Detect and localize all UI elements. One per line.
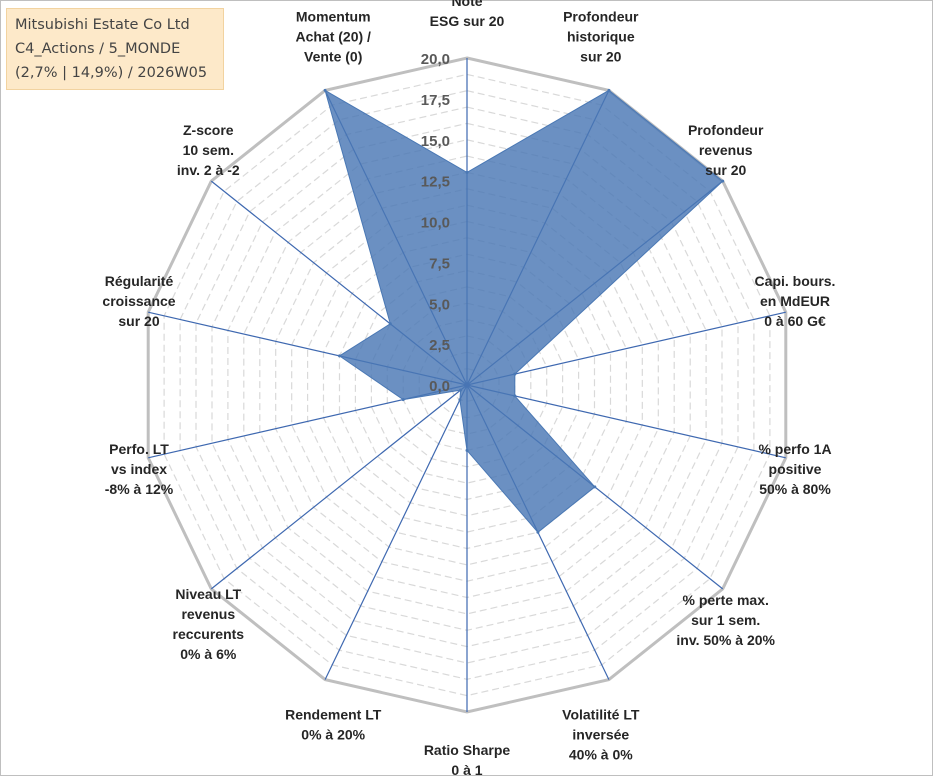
axis-label: Note	[451, 0, 482, 9]
info-category: C4_Actions / 5_MONDE	[15, 41, 181, 57]
tick-label: 7,5	[429, 255, 450, 272]
axis-label: reccurents	[173, 626, 245, 642]
axis-label-group: Profondeur revenus sur 20	[688, 122, 764, 178]
axis-label: vs index	[111, 461, 167, 477]
series-point	[513, 372, 517, 376]
axis-label: sur 20	[580, 49, 621, 65]
axis-label: positive	[769, 461, 822, 477]
series-point	[721, 179, 725, 183]
axis-label: 0 à 60 G€	[764, 313, 826, 329]
axis-label-group: Ratio Sharpe 0 à 1	[424, 742, 511, 776]
axis-label: revenus	[699, 142, 753, 158]
axis-label: revenus	[181, 606, 235, 622]
grid-ring	[195, 106, 739, 664]
axis-label: Profondeur	[563, 9, 639, 25]
axis-label: Ratio Sharpe	[424, 742, 511, 758]
radar-spoke	[466, 311, 786, 386]
tick-label: 12,5	[421, 174, 450, 191]
series-point	[338, 354, 341, 358]
axis-label: Vente (0)	[304, 49, 362, 65]
grid-ring	[322, 237, 612, 533]
series-point	[459, 388, 463, 392]
axis-label-group: Z-score 10 sem. inv. 2 à -2	[177, 122, 240, 178]
grid-ring	[243, 155, 691, 615]
axis-label: inversée	[572, 726, 629, 742]
axis-label: Perfo. LT	[109, 441, 169, 457]
axis-label: 50% à 80%	[759, 481, 831, 497]
axis-label: sur 20	[705, 162, 746, 178]
axis-label-group: Profondeur historique sur 20	[563, 9, 639, 65]
grid-ring	[163, 73, 771, 697]
tick-label: 2,5	[429, 337, 450, 354]
axis-label: 40% à 0%	[569, 746, 633, 762]
radar-tick-labels: 0,0 2,5 5,0 7,5 10,0 12,5 15,0 17,5 20,0	[421, 51, 450, 395]
series-point	[607, 88, 611, 92]
axis-label: 10 sem.	[183, 142, 234, 158]
radar-spoke	[324, 384, 468, 680]
axis-label: sur 20	[118, 313, 159, 329]
tick-label: 15,0	[421, 133, 450, 150]
info-box: Mitsubishi Estate Co Ltd C4_Actions / 5_…	[6, 8, 224, 90]
axis-label: % perte max.	[683, 592, 769, 608]
tick-label: 5,0	[429, 296, 450, 313]
axis-label: Volatilité LT	[562, 706, 640, 722]
series-point	[593, 485, 597, 489]
series-point	[458, 398, 462, 402]
axis-label: inv. 50% à 20%	[676, 632, 775, 648]
axis-label: inv. 2 à -2	[177, 162, 240, 178]
axis-label: Capi. bours.	[755, 273, 836, 289]
series-point	[401, 398, 405, 402]
axis-label: Rendement LT	[285, 706, 382, 722]
axis-label: historique	[567, 29, 635, 45]
axis-label: sur 1 sem.	[691, 612, 760, 628]
axis-label: Z-score	[183, 122, 234, 138]
axis-label-group: Niveau LT revenus reccurents 0% à 6%	[173, 586, 245, 662]
axis-label: Achat (20) /	[295, 29, 371, 45]
radar-series	[323, 88, 725, 534]
axis-label-group: Rendement LT 0% à 20%	[285, 706, 382, 742]
axis-label: 0% à 6%	[180, 646, 237, 662]
tick-label: 20,0	[421, 51, 450, 68]
series-point	[323, 88, 327, 92]
axis-label: % perfo 1A	[758, 441, 831, 457]
info-stats: (2,7% | 14,9%) / 2026W05	[15, 65, 208, 81]
info-title: Mitsubishi Estate Co Ltd	[15, 17, 190, 33]
axis-label-group: % perte max. sur 1 sem. inv. 50% à 20%	[676, 592, 775, 648]
series-area	[324, 89, 724, 533]
axis-label-group: Note ESG sur 20	[430, 0, 505, 29]
tick-label: 10,0	[421, 215, 450, 232]
series-point	[536, 530, 540, 534]
series-point	[465, 448, 469, 452]
axis-label: Niveau LT	[175, 586, 241, 602]
radar-spoke	[466, 384, 786, 459]
axis-label-group: Volatilité LT inversée 40% à 0%	[562, 706, 640, 762]
axis-label: Profondeur	[688, 122, 764, 138]
series-point	[513, 394, 517, 398]
radar-spoke	[210, 384, 468, 590]
tick-label: 17,5	[421, 92, 450, 109]
series-point	[465, 170, 469, 174]
axis-label: en MdEUR	[760, 293, 830, 309]
axis-label: -8% à 12%	[105, 481, 174, 497]
axis-label-group: Régularité croissance sur 20	[102, 273, 175, 329]
axis-label: 0% à 20%	[301, 726, 365, 742]
axis-label-group: Perfo. LT vs index -8% à 12%	[105, 441, 174, 497]
axis-label-group: Capi. bours. en MdEUR 0 à 60 G€	[755, 273, 836, 329]
axis-label: ESG sur 20	[430, 13, 505, 29]
axis-label: Momentum	[296, 9, 371, 25]
axis-label-group: Momentum Achat (20) / Vente (0)	[295, 9, 371, 65]
radar-axis-labels: Note ESG sur 20 Profondeur historique sur 20…	[102, 0, 835, 776]
axis-label-group: % perfo 1A positive 50% à 80%	[758, 441, 831, 497]
tick-label: 0,0	[429, 378, 450, 395]
series-point	[388, 322, 392, 326]
axis-label: croissance	[102, 293, 175, 309]
axis-label: Régularité	[105, 273, 174, 289]
axis-label: 0 à 1	[451, 762, 482, 776]
